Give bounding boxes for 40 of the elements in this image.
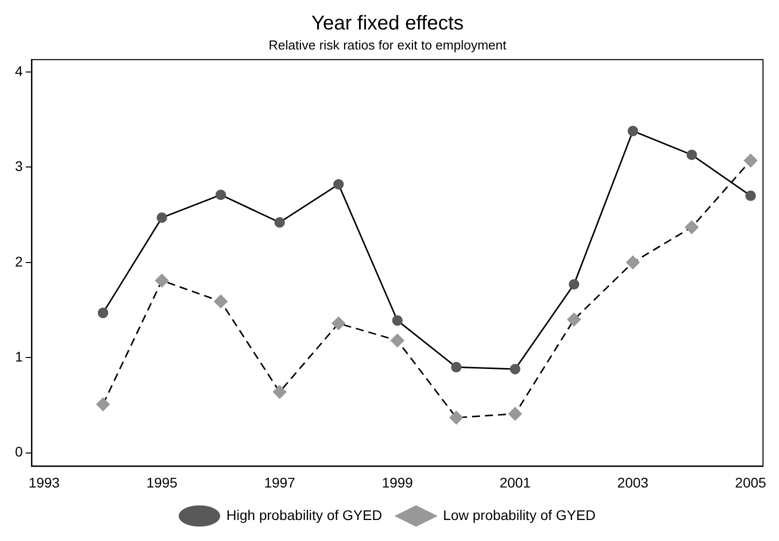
point [272,385,286,399]
point [156,212,168,223]
point [214,294,228,308]
point [451,362,462,372]
x-tick-label: 1997 [264,474,296,490]
x-tick-label: 2005 [735,474,766,490]
point [685,220,699,234]
x-tick-label: 2003 [617,474,649,490]
y-tick-label: 0 [14,444,23,460]
point [450,410,464,424]
x-tick-label: 1995 [146,474,178,490]
y-tick-label: 2 [14,253,23,270]
point [390,334,404,348]
point [508,407,522,421]
point [155,274,169,288]
point [686,150,698,160]
point [332,316,346,330]
point [567,312,581,326]
point [510,364,520,374]
point [392,315,403,326]
point [333,179,344,190]
point [744,154,758,168]
point [274,217,285,228]
point [216,190,226,200]
point [628,126,638,136]
x-tick-label: 1999 [382,474,414,490]
point [745,190,756,202]
legend-label: High probability of GYED [226,506,382,523]
point [96,398,110,412]
chart-title: Year fixed effects [311,12,464,35]
point [568,279,580,290]
y-tick-label: 4 [14,62,23,79]
chart-subtitle: Relative risk ratios for exit to employment [268,37,507,52]
point [626,256,640,270]
y-tick-label: 1 [14,348,23,365]
point [98,308,108,318]
x-tick-label: 2001 [500,474,531,490]
x-tick-label: 1993 [28,474,60,490]
y-tick-label: 3 [14,158,23,174]
legend-label: Low probability of GYED [443,506,596,523]
